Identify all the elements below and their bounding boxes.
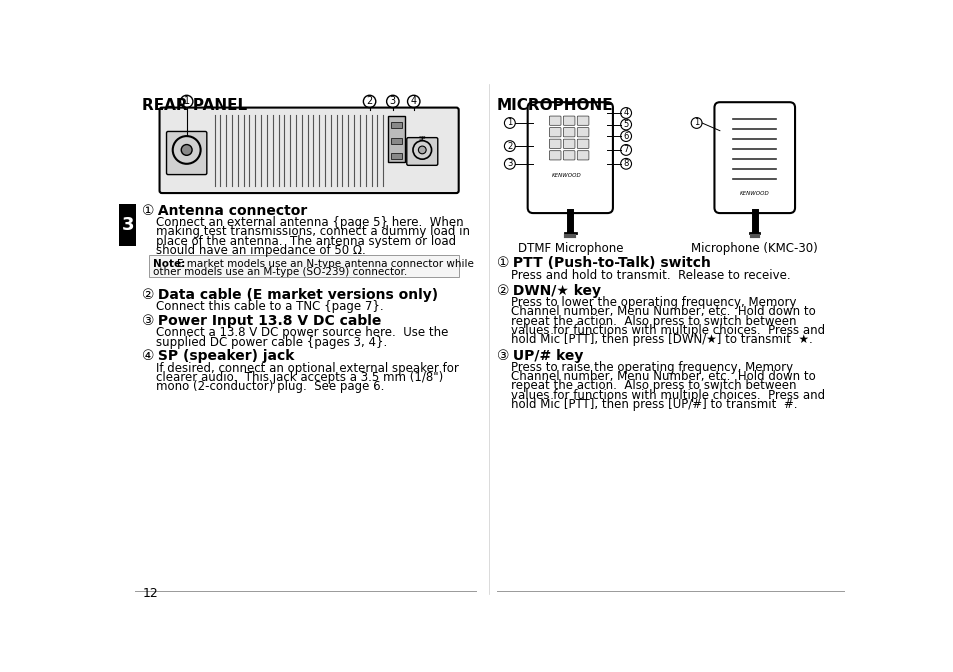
Text: If desired, connect an optional external speaker for: If desired, connect an optional external… xyxy=(156,362,458,375)
FancyBboxPatch shape xyxy=(388,116,405,162)
FancyBboxPatch shape xyxy=(562,128,575,137)
Text: should have an impedance of 50 Ω.: should have an impedance of 50 Ω. xyxy=(156,244,366,257)
Text: 12: 12 xyxy=(142,587,158,600)
FancyBboxPatch shape xyxy=(562,116,575,125)
Text: mono (2-conductor) plug.  See page 6.: mono (2-conductor) plug. See page 6. xyxy=(156,380,384,393)
FancyBboxPatch shape xyxy=(391,122,402,128)
Text: 4: 4 xyxy=(623,108,628,118)
Text: UP/# key: UP/# key xyxy=(507,349,582,363)
Text: repeat the action.  Also press to switch between: repeat the action. Also press to switch … xyxy=(510,380,796,392)
Text: 5: 5 xyxy=(623,120,628,129)
Text: 7: 7 xyxy=(622,145,628,155)
Text: ④: ④ xyxy=(142,349,154,364)
FancyBboxPatch shape xyxy=(549,139,560,149)
Text: 3: 3 xyxy=(507,159,512,168)
Text: Data cable (E market versions only): Data cable (E market versions only) xyxy=(153,288,438,302)
FancyBboxPatch shape xyxy=(577,116,588,125)
Circle shape xyxy=(418,146,426,154)
Text: ③: ③ xyxy=(497,349,509,363)
Text: Channel number, Menu Number, etc.  Hold down to: Channel number, Menu Number, etc. Hold d… xyxy=(510,370,815,383)
Text: DWN/★ key: DWN/★ key xyxy=(507,284,599,298)
FancyBboxPatch shape xyxy=(149,255,458,277)
Text: ②: ② xyxy=(497,284,509,298)
Text: 2: 2 xyxy=(366,96,373,106)
Text: DTMF Microphone: DTMF Microphone xyxy=(517,243,622,255)
Text: PTT (Push-to-Talk) switch: PTT (Push-to-Talk) switch xyxy=(507,256,710,270)
Text: Connect this cable to a TNC {page 7}.: Connect this cable to a TNC {page 7}. xyxy=(156,300,384,313)
Text: values for functions with multiple choices.  Press and: values for functions with multiple choic… xyxy=(510,324,824,337)
FancyBboxPatch shape xyxy=(391,153,402,159)
Text: Power Input 13.8 V DC cable: Power Input 13.8 V DC cable xyxy=(153,314,381,328)
Text: ①: ① xyxy=(497,256,509,270)
FancyBboxPatch shape xyxy=(562,151,575,160)
FancyBboxPatch shape xyxy=(406,138,437,165)
Text: KENWOOD: KENWOOD xyxy=(551,173,580,178)
Text: place of the antenna.  The antenna system or load: place of the antenna. The antenna system… xyxy=(156,235,456,248)
Text: Channel number, Menu Number, etc.  Hold down to: Channel number, Menu Number, etc. Hold d… xyxy=(510,306,815,319)
Text: 1: 1 xyxy=(183,96,190,106)
Text: Press to lower the operating frequency, Memory: Press to lower the operating frequency, … xyxy=(510,296,796,309)
Text: ②: ② xyxy=(142,288,154,302)
FancyBboxPatch shape xyxy=(549,151,560,160)
Text: 2: 2 xyxy=(507,142,512,151)
FancyBboxPatch shape xyxy=(549,116,560,125)
Text: 1: 1 xyxy=(507,118,512,128)
Text: hold Mic [PTT], then press [UP/#] to transmit  #.: hold Mic [PTT], then press [UP/#] to tra… xyxy=(510,398,797,411)
Text: ③: ③ xyxy=(142,314,154,328)
Text: other models use an M-type (SO-239) connector.: other models use an M-type (SO-239) conn… xyxy=(152,267,406,277)
FancyBboxPatch shape xyxy=(159,108,458,193)
Text: Connect an external antenna {page 5} here.  When: Connect an external antenna {page 5} her… xyxy=(156,216,463,229)
FancyBboxPatch shape xyxy=(119,204,136,246)
Text: REAR PANEL: REAR PANEL xyxy=(142,97,248,113)
Text: repeat the action.  Also press to switch between: repeat the action. Also press to switch … xyxy=(510,314,796,328)
FancyBboxPatch shape xyxy=(549,128,560,137)
Text: supplied DC power cable {pages 3, 4}.: supplied DC power cable {pages 3, 4}. xyxy=(156,335,387,349)
Text: 3: 3 xyxy=(390,96,395,106)
Text: hold Mic [PTT], then press [DWN/★] to transmit  ★.: hold Mic [PTT], then press [DWN/★] to tr… xyxy=(510,333,812,346)
Text: 3: 3 xyxy=(121,216,133,234)
Text: Press to raise the operating frequency, Memory: Press to raise the operating frequency, … xyxy=(510,361,792,374)
Text: 1: 1 xyxy=(693,118,699,128)
Text: Note:: Note: xyxy=(152,259,185,269)
Text: clearer audio.  This jack accepts a 3.5 mm (1/8"): clearer audio. This jack accepts a 3.5 m… xyxy=(156,371,443,384)
FancyBboxPatch shape xyxy=(527,102,612,213)
Text: SP (speaker) jack: SP (speaker) jack xyxy=(153,349,294,364)
Text: ①: ① xyxy=(142,204,154,218)
Text: making test transmissions, connect a dummy load in: making test transmissions, connect a dum… xyxy=(156,225,470,239)
Text: MICROPHONE: MICROPHONE xyxy=(497,97,613,113)
FancyBboxPatch shape xyxy=(577,151,588,160)
Text: Press and hold to transmit.  Release to receive.: Press and hold to transmit. Release to r… xyxy=(510,269,789,282)
Text: 6: 6 xyxy=(622,132,628,140)
Text: SP: SP xyxy=(418,136,426,141)
FancyBboxPatch shape xyxy=(577,139,588,149)
Text: 4: 4 xyxy=(410,96,416,106)
Text: Microphone (KMC-30): Microphone (KMC-30) xyxy=(691,243,818,255)
Text: E market models use an N-type antenna connector while: E market models use an N-type antenna co… xyxy=(177,259,474,269)
FancyBboxPatch shape xyxy=(562,139,575,149)
Text: KENWOOD: KENWOOD xyxy=(740,192,769,196)
FancyBboxPatch shape xyxy=(577,128,588,137)
Text: values for functions with multiple choices.  Press and: values for functions with multiple choic… xyxy=(510,388,824,402)
Circle shape xyxy=(181,144,192,155)
Text: 8: 8 xyxy=(622,159,628,168)
FancyBboxPatch shape xyxy=(167,132,207,175)
FancyBboxPatch shape xyxy=(391,138,402,144)
FancyBboxPatch shape xyxy=(714,102,794,213)
Text: Connect a 13.8 V DC power source here.  Use the: Connect a 13.8 V DC power source here. U… xyxy=(156,327,448,339)
Text: Antenna connector: Antenna connector xyxy=(153,204,307,218)
